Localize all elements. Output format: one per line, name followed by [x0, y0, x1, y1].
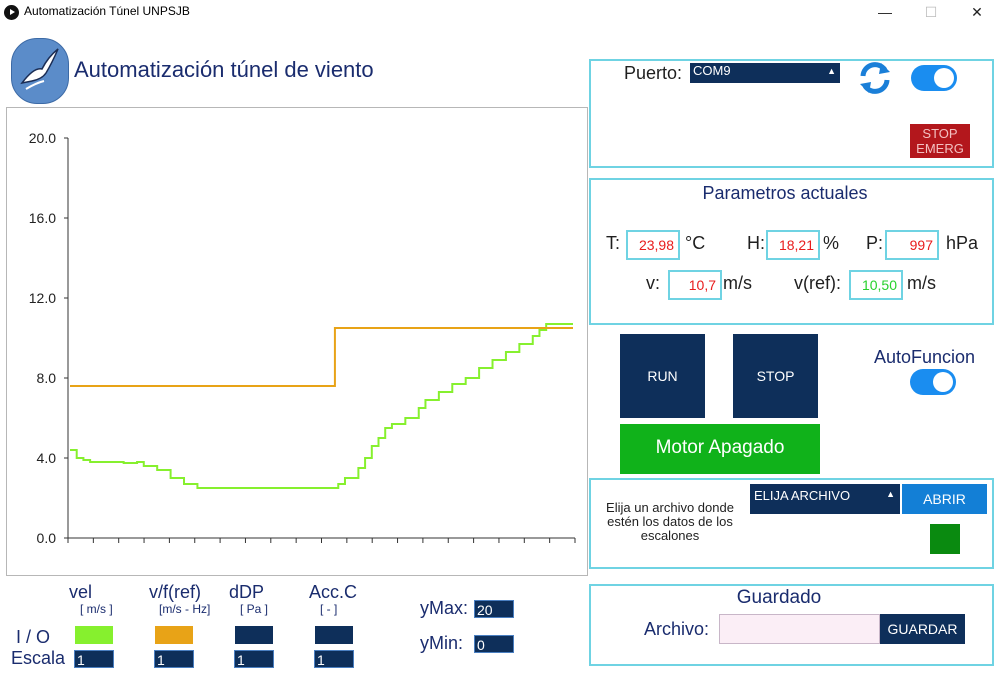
bird-icon: [20, 48, 59, 90]
albatross-logo: [11, 38, 69, 104]
y-tick-label: 16.0: [29, 210, 56, 226]
ymax-label: yMax:: [420, 598, 469, 618]
open-button[interactable]: ABRIR: [902, 484, 987, 514]
file-dropdown[interactable]: ELIJA ARCHIVO ▲: [750, 484, 900, 514]
legend-vref-title: v/f(ref): [149, 582, 201, 602]
port-value: COM9: [693, 63, 731, 78]
ymin-input[interactable]: 0: [474, 635, 514, 653]
emergency-stop-button[interactable]: STOP EMERG: [910, 124, 970, 158]
autofunction-toggle[interactable]: [910, 369, 956, 395]
velocity-label: v:: [646, 273, 661, 293]
series-line-vel: [70, 323, 573, 489]
stop-label-line2: EMERG: [916, 141, 964, 156]
ymax-input[interactable]: 20: [474, 600, 514, 618]
y-tick-label: 12.0: [29, 290, 56, 306]
window-title: Automatización Túnel UNPSJB: [24, 4, 190, 18]
save-title: Guardado: [736, 587, 822, 608]
humidity-label: H:: [747, 233, 765, 253]
toggle-knob: [934, 68, 954, 88]
y-tick-label: 4.0: [37, 450, 57, 466]
chart-frame: 0.0 4.0 8.0 12.0 16.0 20.0: [6, 107, 588, 576]
params-title: Parametros actuales: [702, 183, 868, 203]
ymin-label: yMin:: [420, 633, 464, 653]
legend-ddp-title: dDP: [229, 582, 265, 602]
pressure-label: P:: [866, 233, 884, 253]
vref-field: 10,50: [849, 270, 903, 300]
acc-scale-input[interactable]: 1: [314, 650, 354, 668]
velocity-unit: m/s: [723, 273, 752, 293]
file-status-indicator: [930, 524, 960, 554]
ddp-scale-input[interactable]: 1: [234, 650, 274, 668]
save-button[interactable]: GUARDAR: [880, 614, 965, 644]
vel-io-toggle[interactable]: [75, 626, 113, 644]
file-name-input[interactable]: [719, 614, 880, 644]
io-label: I / O: [16, 627, 51, 647]
maximize-button[interactable]: ☐: [924, 4, 938, 20]
port-dropdown[interactable]: COM9 ▲: [690, 63, 840, 83]
file-description: Elija un archivo donde estén los datos d…: [606, 500, 734, 543]
vref-unit: m/s: [907, 273, 936, 293]
port-label: Puerto:: [624, 63, 683, 83]
vref-label: v(ref):: [794, 273, 841, 293]
stop-button[interactable]: STOP: [733, 334, 818, 418]
legend-ddp-unit: [ Pa ]: [240, 602, 269, 616]
refresh-icon[interactable]: [857, 60, 893, 96]
autofunction-label: AutoFuncion: [874, 347, 976, 367]
title-bar: [0, 0, 1000, 24]
velocity-field: 10,7: [668, 270, 722, 300]
vel-scale-input[interactable]: 1: [74, 650, 114, 668]
legend-vref-unit: [m/s - Hz]: [159, 602, 211, 616]
temp-field: 23,98: [626, 230, 680, 260]
y-tick-label: 8.0: [37, 370, 57, 386]
y-tick-label: 20.0: [29, 130, 56, 146]
close-button[interactable]: ✕: [971, 4, 983, 20]
temp-unit: °C: [685, 233, 706, 253]
file-dropdown-value: ELIJA ARCHIVO: [754, 488, 851, 503]
file-name-label: Archivo:: [644, 619, 710, 639]
run-button[interactable]: RUN: [620, 334, 705, 418]
toggle-knob: [933, 372, 953, 392]
legend-acc-unit: [ - ]: [320, 602, 338, 616]
connection-toggle[interactable]: [911, 65, 957, 91]
scale-label: Escala: [11, 648, 66, 668]
legend-vel-unit: [ m/s ]: [80, 602, 113, 616]
stop-label-line1: STOP: [922, 126, 958, 141]
motor-status: Motor Apagado: [620, 424, 820, 474]
vref-scale-input[interactable]: 1: [154, 650, 194, 668]
humidity-unit: %: [823, 233, 840, 253]
vref-io-toggle[interactable]: [155, 626, 193, 644]
app-icon: [4, 5, 19, 20]
temp-label: T:: [606, 233, 621, 253]
acc-io-toggle[interactable]: [315, 626, 353, 644]
y-tick-label: 0.0: [37, 530, 57, 546]
dropdown-arrow-icon: ▲: [886, 489, 895, 499]
dropdown-arrow-icon: ▲: [827, 66, 836, 76]
ddp-io-toggle[interactable]: [235, 626, 273, 644]
pressure-unit: hPa: [946, 233, 979, 253]
series-line-vfref: [70, 327, 573, 387]
pressure-field: 997: [885, 230, 939, 260]
speed-chart: 0.0 4.0 8.0 12.0 16.0 20.0: [29, 130, 576, 546]
legend-vel-title: vel: [69, 582, 93, 602]
humidity-field: 18,21: [766, 230, 820, 260]
page-title: Automatización túnel de viento: [74, 57, 374, 82]
legend-acc-title: Acc.C: [309, 582, 358, 602]
minimize-button[interactable]: —: [878, 4, 892, 20]
